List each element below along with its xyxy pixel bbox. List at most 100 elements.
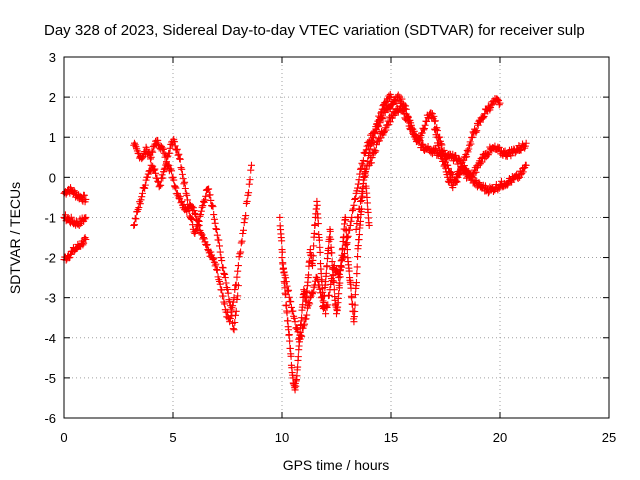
data-point (302, 315, 310, 323)
data-point (475, 179, 483, 187)
data-point (210, 211, 218, 219)
data-point (315, 236, 323, 244)
data-point (191, 209, 199, 217)
data-point (481, 182, 489, 190)
data-point (176, 193, 184, 201)
data-point (354, 242, 362, 250)
data-point (175, 150, 183, 158)
data-point (309, 252, 317, 260)
data-point (358, 187, 366, 195)
x-axis-label: GPS time / hours (283, 457, 390, 473)
data-point (309, 290, 317, 298)
data-point (213, 225, 221, 233)
data-point (231, 311, 239, 319)
data-point (291, 318, 299, 326)
x-tick-label: 25 (602, 430, 616, 445)
data-point (484, 151, 492, 159)
data-point (231, 318, 239, 326)
data-point (427, 109, 435, 117)
data-point (80, 214, 88, 222)
data-point (355, 205, 363, 213)
data-point (82, 195, 90, 203)
data-point (365, 221, 373, 229)
data-point (76, 192, 84, 200)
data-point (234, 282, 242, 290)
data-point (313, 274, 321, 282)
data-point (159, 174, 167, 182)
data-point (306, 294, 314, 302)
data-point (314, 220, 322, 228)
data-point (237, 239, 245, 247)
data-point (484, 189, 492, 197)
data-point (311, 221, 319, 229)
data-point (286, 337, 294, 345)
data-point (478, 158, 486, 166)
data-point (338, 263, 346, 271)
data-point (362, 146, 370, 154)
data-point (472, 128, 480, 136)
data-point (285, 331, 293, 339)
data-point (458, 163, 466, 171)
data-point (219, 292, 227, 300)
data-point (297, 331, 305, 339)
data-point (362, 165, 370, 173)
data-point (372, 147, 380, 155)
data-point (514, 174, 522, 182)
data-point (293, 372, 301, 380)
data-point (301, 320, 309, 328)
data-point (246, 176, 254, 184)
data-point (278, 254, 286, 262)
data-point (329, 272, 337, 280)
data-point (437, 147, 445, 155)
data-point (234, 262, 242, 270)
data-point (416, 137, 424, 145)
data-point (138, 193, 146, 201)
data-point (137, 196, 145, 204)
data-point (436, 150, 444, 158)
data-point (350, 201, 358, 209)
data-point (354, 213, 362, 221)
data-point (431, 145, 439, 153)
data-point (381, 98, 389, 106)
data-point (465, 145, 473, 153)
data-point (232, 307, 240, 315)
data-point (158, 144, 166, 152)
data-point (485, 149, 493, 157)
data-point (197, 230, 205, 238)
data-point (322, 269, 330, 277)
data-point (346, 221, 354, 229)
data-point (291, 386, 299, 394)
grid-lines (64, 57, 609, 418)
data-point (449, 184, 457, 192)
data-point (336, 267, 344, 275)
data-point (154, 136, 162, 144)
y-axis-label: SDTVAR / TECUs (7, 182, 23, 294)
data-point (239, 226, 247, 234)
data-point (336, 279, 344, 287)
data-point (335, 274, 343, 282)
data-point (360, 174, 368, 181)
data-point (136, 200, 144, 208)
data-point (356, 217, 364, 225)
data-point (330, 262, 338, 270)
data-point (337, 262, 345, 270)
data-point (313, 205, 321, 213)
data-point (205, 185, 213, 193)
data-point (306, 300, 314, 308)
data-point (487, 101, 495, 109)
data-point (170, 138, 178, 146)
data-point (328, 277, 336, 285)
data-point (197, 207, 205, 215)
data-point (173, 145, 181, 153)
data-point (80, 235, 88, 243)
data-point (216, 248, 224, 256)
data-point (317, 294, 325, 302)
data-point (315, 281, 323, 289)
data-point (324, 301, 332, 309)
data-point (195, 217, 203, 225)
data-point (147, 153, 155, 161)
data-point (146, 155, 154, 163)
data-point (247, 161, 255, 169)
data-point (187, 215, 195, 223)
data-point (79, 241, 87, 249)
